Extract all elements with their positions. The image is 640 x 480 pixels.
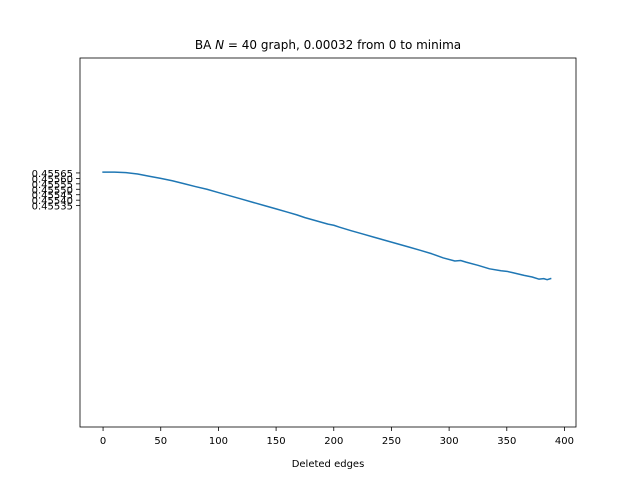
x-tick-label: 350 xyxy=(497,436,516,447)
x-axis-label: Deleted edges xyxy=(292,459,365,470)
x-tick-label: 100 xyxy=(209,436,228,447)
x-tick-label: 50 xyxy=(154,436,167,447)
series-line-0 xyxy=(102,171,552,281)
y-tick-label: 0.45565 xyxy=(32,169,73,180)
x-tick-label: 400 xyxy=(555,436,574,447)
y-tick-label: 0.45545 xyxy=(32,191,73,202)
x-tick-label: 200 xyxy=(324,436,343,447)
x-tick-label: 150 xyxy=(267,436,286,447)
axes-frame xyxy=(79,57,577,428)
chart-title-prefix: BA xyxy=(195,38,215,52)
y-tick-label: 0.45560 xyxy=(32,174,73,185)
y-tick-label: 0.45555 xyxy=(32,180,73,191)
y-tick-label: 0.45550 xyxy=(32,185,73,196)
x-tick-label: 0 xyxy=(100,436,106,447)
chart-title-italic: N xyxy=(215,38,224,52)
chart-title: BA N = 40 graph, 0.00032 from 0 to minim… xyxy=(195,38,461,52)
x-tick-label: 300 xyxy=(440,436,459,447)
plot-area: 0 50 100 150 200 250 300 350 4000.455350.455400.… xyxy=(32,57,577,447)
x-tick-label: 250 xyxy=(382,436,401,447)
chart-title-suffix: = 40 graph, 0.00032 from 0 to minima xyxy=(224,38,461,52)
y-tick-label: 0.45535 xyxy=(32,202,73,213)
y-tick-label: 0.45540 xyxy=(32,196,73,207)
